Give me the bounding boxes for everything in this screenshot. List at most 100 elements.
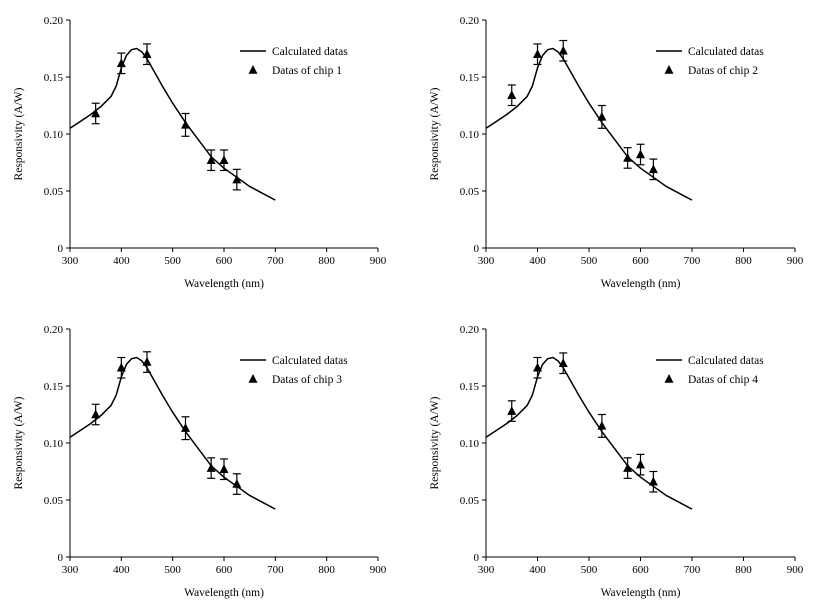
y-tick-label: 0 [474,243,480,255]
x-tick-label: 800 [735,255,752,267]
y-axis-title: Responsivity (A/W) [13,87,25,180]
x-tick-label: 500 [581,255,598,267]
legend-triangle-swatch [248,374,258,383]
y-axis-title: Responsivity (A/W) [429,87,441,180]
y-tick-label: 0.20 [44,324,64,336]
x-tick-label: 400 [113,255,130,267]
data-point-triangle [507,406,517,415]
data-point-triangle [636,149,645,159]
x-tick-label: 700 [267,564,284,576]
x-tick-label: 900 [370,255,387,267]
calculated-curve [485,356,693,510]
y-tick-label: 0.05 [44,186,64,198]
legend-label-calculated: Calculated datas [688,46,764,58]
y-tick-label: 0.20 [460,15,480,27]
x-tick-label: 400 [529,255,546,267]
x-tick-label: 700 [684,255,701,267]
legend-label-chip: Datas of chip 4 [688,374,758,386]
y-axis-title: Responsivity (A/W) [13,396,25,489]
data-point-triangle [507,90,517,99]
data-point-triangle [219,464,229,473]
data-point-triangle [181,423,190,432]
y-tick-label: 0 [474,552,480,564]
data-point-triangle [181,119,190,129]
y-tick-label: 0.10 [460,129,480,141]
calculated-curve [69,47,276,201]
x-tick-label: 600 [216,564,233,576]
data-point-triangle [558,45,568,55]
x-tick-label: 600 [216,255,233,267]
data-point-triangle [91,409,101,419]
data-point-triangle [206,463,216,472]
y-tick-label: 0.10 [44,129,64,141]
data-point-triangle [206,155,216,164]
x-axis-title: Wavelength (nm) [184,587,264,599]
x-tick-label: 300 [62,255,79,267]
legend-triangle-swatch [664,65,674,74]
y-tick-label: 0.15 [44,381,64,393]
x-tick-label: 400 [113,564,130,576]
chart-panel-2: 300 400 500 600 700 800 900 0 0.05 0.10 0.15 0.20 Wa… [429,15,804,290]
data-point-triangle [648,164,658,174]
x-axis-title: Wavelength (nm) [601,587,681,599]
x-tick-label: 900 [787,255,804,267]
y-tick-label: 0.05 [460,186,480,198]
x-tick-label: 300 [62,564,79,576]
x-tick-label: 900 [370,564,387,576]
x-tick-label: 700 [267,255,284,267]
y-tick-label: 0.15 [44,72,64,84]
x-tick-label: 400 [529,564,546,576]
data-point-triangle [597,111,607,121]
legend-label-calculated: Calculated datas [688,355,764,367]
calculated-curve [69,356,276,510]
legend-label-calculated: Calculated datas [272,355,348,367]
chart-panel-3: 300 400 500 600 700 800 900 0 0.05 0.10 0.15 0.20 Wa… [13,324,387,599]
y-tick-label: 0.05 [44,495,64,507]
x-tick-label: 300 [478,564,495,576]
x-tick-label: 800 [318,255,335,267]
data-point-triangle [116,58,126,68]
x-tick-label: 800 [318,564,335,576]
data-point-triangle [232,174,242,184]
data-point-triangle [623,463,633,472]
y-tick-label: 0.10 [44,438,64,450]
y-axis-title: Responsivity (A/W) [429,396,441,489]
data-point-triangle [533,362,542,372]
x-tick-label: 500 [581,564,598,576]
y-tick-label: 0.15 [460,381,480,393]
data-point-triangle [232,479,242,488]
legend-triangle-swatch [248,65,258,74]
chart-panel-1: 300 400 500 600 700 800 900 0 0.05 0.10 0.15 0.20 Wa… [13,15,387,290]
data-point-triangle [597,420,607,430]
x-tick-label: 600 [632,564,649,576]
data-point-triangle [623,152,633,162]
data-point-triangle [636,459,645,469]
x-tick-label: 900 [787,564,804,576]
data-point-triangle [533,49,542,58]
y-tick-label: 0 [58,243,64,255]
data-point-triangle [116,362,126,372]
data-point-triangle [142,357,152,366]
data-point-triangle [558,358,568,367]
x-tick-label: 300 [478,255,495,267]
calculated-curve [485,47,693,201]
legend-triangle-swatch [664,374,674,383]
data-point-triangle [219,155,229,164]
y-tick-label: 0.10 [460,438,480,450]
chart-panel-4: 300 400 500 600 700 800 900 0 0.05 0.10 0.15 0.20 Wa… [429,324,804,599]
data-point-triangle [142,49,152,58]
x-tick-label: 800 [735,564,752,576]
x-tick-label: 500 [164,564,181,576]
legend-label-chip: Datas of chip 3 [272,374,342,386]
data-point-triangle [648,476,658,486]
x-tick-label: 500 [164,255,181,267]
y-tick-label: 0.15 [460,72,480,84]
x-axis-title: Wavelength (nm) [184,278,264,290]
y-tick-label: 0.05 [460,495,480,507]
legend-label-chip: Datas of chip 2 [688,65,758,77]
y-tick-label: 0 [58,552,64,564]
x-axis-title: Wavelength (nm) [601,278,681,290]
legend-label-calculated: Calculated datas [272,46,348,58]
legend-label-chip: Datas of chip 1 [272,65,342,77]
